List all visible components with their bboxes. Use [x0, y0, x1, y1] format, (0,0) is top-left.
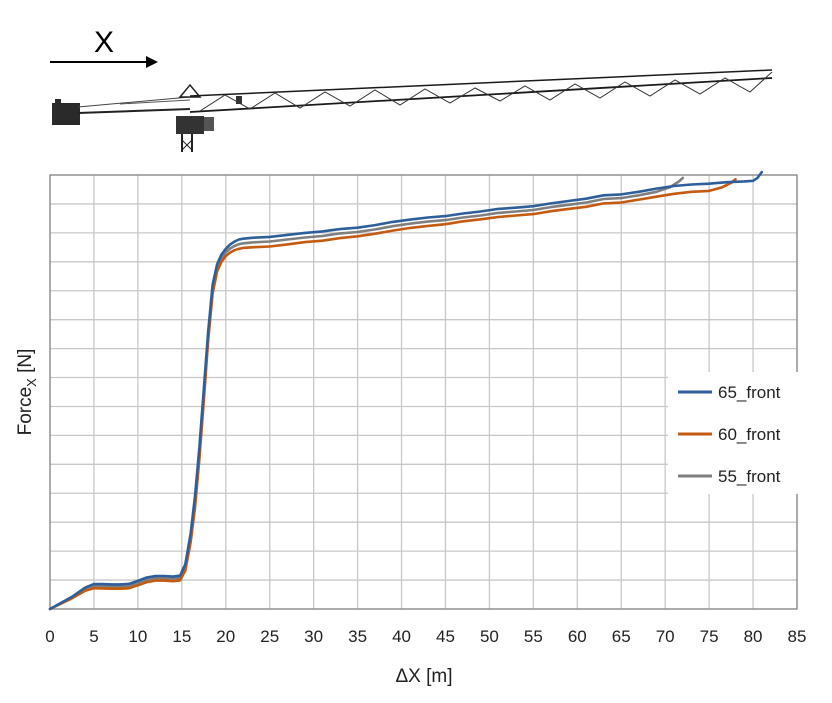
- direction-indicator: X: [50, 26, 158, 68]
- x-tick-labels: 0 5 10 15 20 25 30 35 40 45 50 55 60 65 70 75 80 85: [45, 627, 806, 646]
- x-tick-label: 15: [172, 627, 191, 646]
- x-tick-label: 55: [524, 627, 543, 646]
- x-tick-label: 45: [436, 627, 455, 646]
- chart: 0 5 10 15 20 25 30 35 40 45 50 55 60 65 70 75 80 85 ΔX [m…: [15, 170, 806, 687]
- direction-arrowhead-icon: [146, 56, 158, 68]
- x-tick-label: 60: [568, 627, 587, 646]
- x-tick-label: 35: [348, 627, 367, 646]
- x-tick-label: 70: [656, 627, 675, 646]
- series-line-55_front: [48, 176, 685, 611]
- x-axis-label: ΔX [m]: [395, 666, 452, 687]
- legend-label-65_front: 65_front: [718, 383, 781, 402]
- series-line-65_front: [48, 170, 764, 611]
- x-tick-label: 80: [744, 627, 763, 646]
- x-tick-label: 30: [304, 627, 323, 646]
- y-axis-label-unit: [N]: [15, 349, 36, 379]
- legend-label-55_front: 55_front: [718, 467, 781, 486]
- x-tick-label: 10: [128, 627, 147, 646]
- x-tick-label: 40: [392, 627, 411, 646]
- series-lines: [48, 170, 764, 611]
- legend-items: 65_front 60_front 55_front: [678, 383, 781, 486]
- y-axis-label-subscript: X: [24, 378, 39, 387]
- x-tick-label: 65: [612, 627, 631, 646]
- x-tick-label: 85: [788, 627, 807, 646]
- x-tick-label: 20: [216, 627, 235, 646]
- direction-label: X: [94, 26, 114, 59]
- x-tick-label: 50: [480, 627, 499, 646]
- y-axis-label-main: Force: [15, 387, 36, 436]
- x-tick-label: 75: [700, 627, 719, 646]
- x-tick-label: 25: [260, 627, 279, 646]
- legend-label-60_front: 60_front: [718, 425, 781, 444]
- tower-crane-jib-icon: [52, 69, 773, 152]
- series-line-60_front: [48, 178, 737, 611]
- x-tick-label: 5: [89, 627, 98, 646]
- y-axis-label: ForceX [N]: [15, 349, 39, 436]
- x-tick-label: 0: [45, 627, 54, 646]
